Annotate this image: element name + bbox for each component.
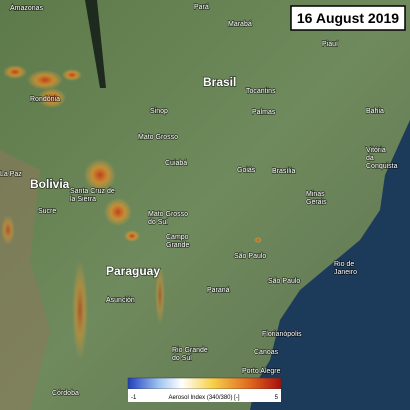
place-label: Mato Grosso bbox=[138, 134, 178, 141]
place-label: Minas Gerais bbox=[306, 191, 327, 206]
place-label: Florianópolis bbox=[262, 331, 302, 338]
place-label: Palmas bbox=[252, 109, 276, 116]
place-label: Campo Grande bbox=[166, 234, 189, 249]
place-label: Brasília bbox=[272, 168, 295, 175]
place-label: Santa Cruz de la Sierra bbox=[70, 188, 115, 203]
place-label: Córdoba bbox=[52, 390, 79, 397]
place-label: Bahia bbox=[366, 108, 384, 115]
swath-gap bbox=[85, 0, 106, 88]
place-label: Tocantins bbox=[246, 88, 276, 95]
place-label: Asunción bbox=[106, 297, 135, 304]
colorbar-label: Aerosol Index (340/380) [-] bbox=[168, 395, 239, 401]
place-label: La Paz bbox=[0, 171, 22, 178]
colorbar-label-bg bbox=[128, 389, 281, 402]
place-label: São Paulo bbox=[268, 278, 300, 285]
place-label: Marabá bbox=[228, 21, 252, 28]
place-label: São Paulo bbox=[234, 253, 266, 260]
place-label: Bolivia bbox=[30, 177, 70, 191]
colorbar-min: -1 bbox=[131, 395, 137, 401]
ocean bbox=[250, 120, 410, 410]
date: 16 August 2019 bbox=[297, 10, 399, 26]
place-label: Rondônia bbox=[30, 96, 60, 103]
place-label: Vitória da Conquista bbox=[366, 147, 398, 170]
place-label: Goiás bbox=[237, 167, 256, 174]
place-label: Pará bbox=[194, 4, 209, 11]
colorbar bbox=[127, 377, 282, 390]
place-label: Cuiabá bbox=[165, 160, 187, 167]
andes bbox=[0, 150, 50, 410]
aerosol-plumes bbox=[1, 65, 262, 360]
place-label: Rio Grande do Sul bbox=[172, 347, 208, 362]
place-label: Porto Alegre bbox=[242, 368, 281, 375]
place-label: Sinop bbox=[150, 108, 168, 115]
colorbar-max: 5 bbox=[275, 395, 279, 401]
place-label: Rio de Janeiro bbox=[334, 261, 357, 276]
place-label: Brasil bbox=[203, 75, 236, 89]
place-label: Canoas bbox=[254, 349, 279, 356]
place-label: Paraguay bbox=[106, 264, 160, 278]
place-label: Amazonas bbox=[10, 5, 44, 12]
place-label: Paraná bbox=[207, 287, 230, 294]
date-box bbox=[290, 5, 406, 31]
place-label: Mato Grosso do Sul bbox=[148, 211, 188, 226]
place-label: Piauí bbox=[322, 41, 338, 48]
place-label: Sucre bbox=[38, 208, 56, 215]
